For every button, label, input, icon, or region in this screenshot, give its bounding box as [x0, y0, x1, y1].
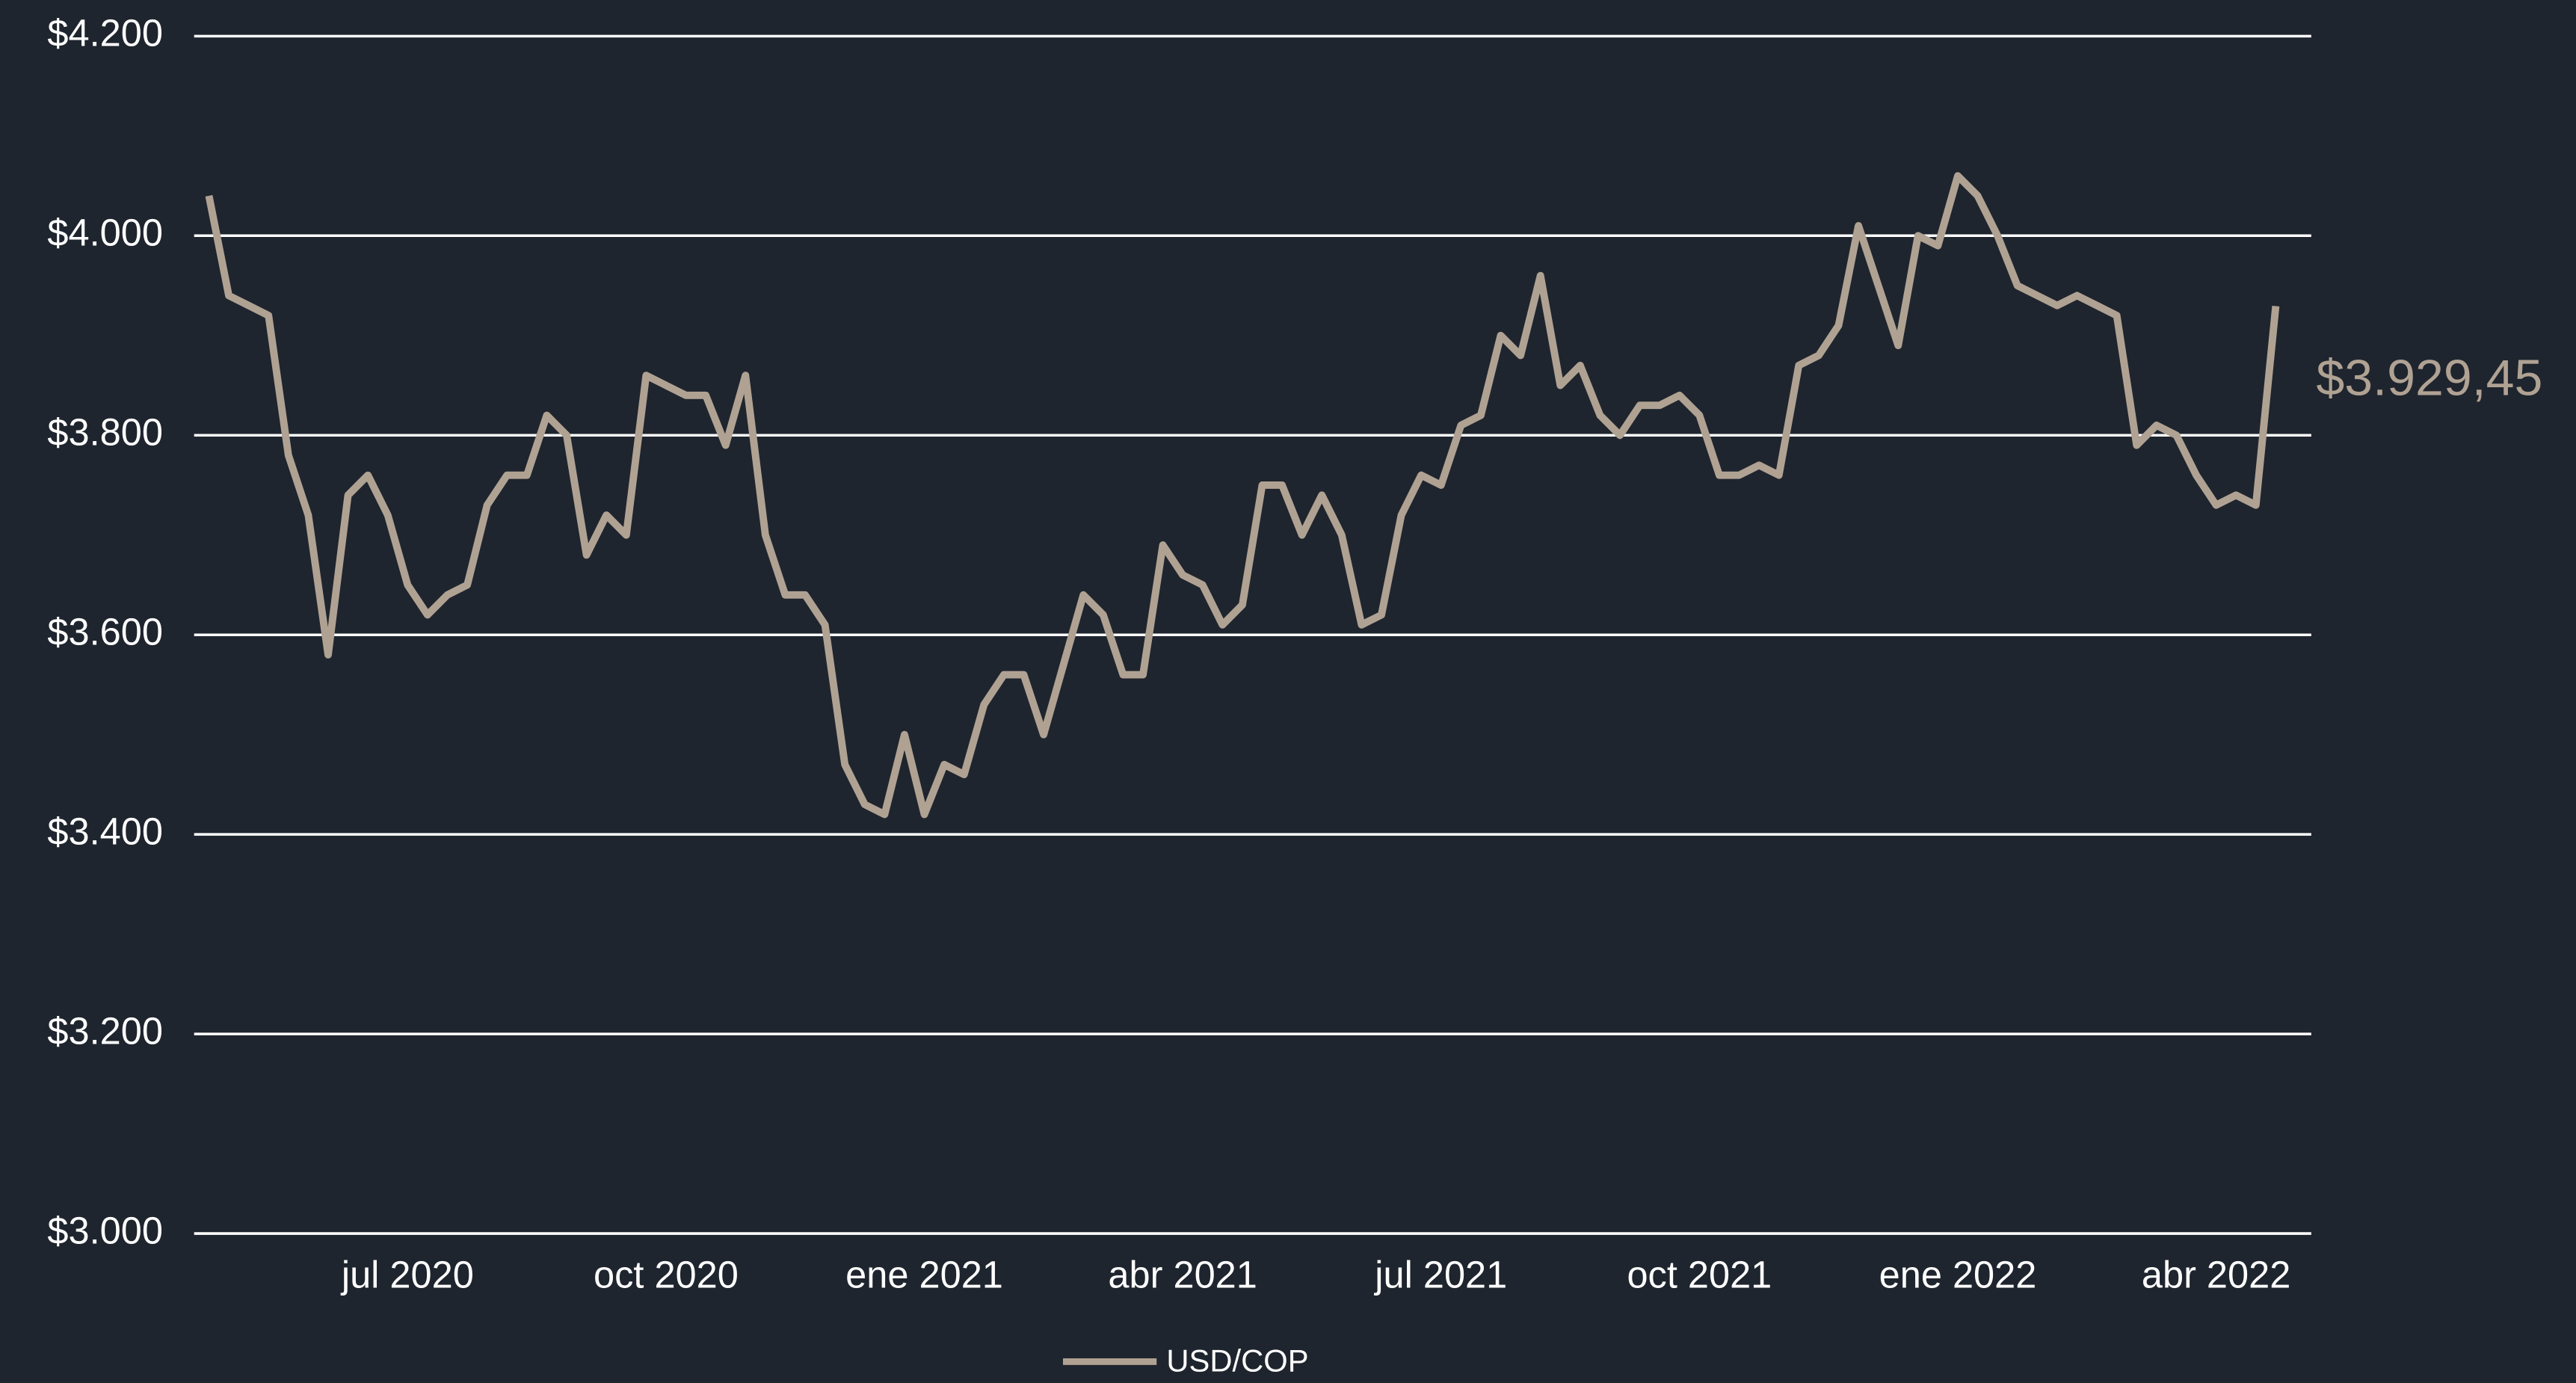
x-tick-label: abr 2022	[2142, 1254, 2290, 1296]
y-tick-label: $4.000	[47, 212, 163, 254]
y-tick-label: $3.000	[47, 1209, 163, 1251]
value-label: $3.929,45	[2316, 350, 2542, 407]
x-tick-label: oct 2020	[594, 1254, 739, 1296]
y-tick-label: $3.200	[47, 1009, 163, 1052]
y-tick-label: $4.200	[47, 12, 163, 55]
x-tick-label: ene 2021	[845, 1254, 1003, 1296]
x-tick-label: jul 2021	[1373, 1254, 1507, 1296]
x-tick-label: ene 2022	[1879, 1254, 2037, 1296]
x-tick-label: oct 2021	[1627, 1254, 1772, 1296]
line-series	[205, 172, 2280, 819]
y-tick-label: $3.400	[47, 810, 163, 852]
y-tick-label: $3.600	[47, 611, 163, 653]
x-tick-label: jul 2020	[340, 1254, 474, 1296]
legend-label: USD/COP	[1166, 1343, 1308, 1379]
y-tick-label: $3.800	[47, 411, 163, 454]
x-tick-label: abr 2021	[1108, 1254, 1257, 1296]
